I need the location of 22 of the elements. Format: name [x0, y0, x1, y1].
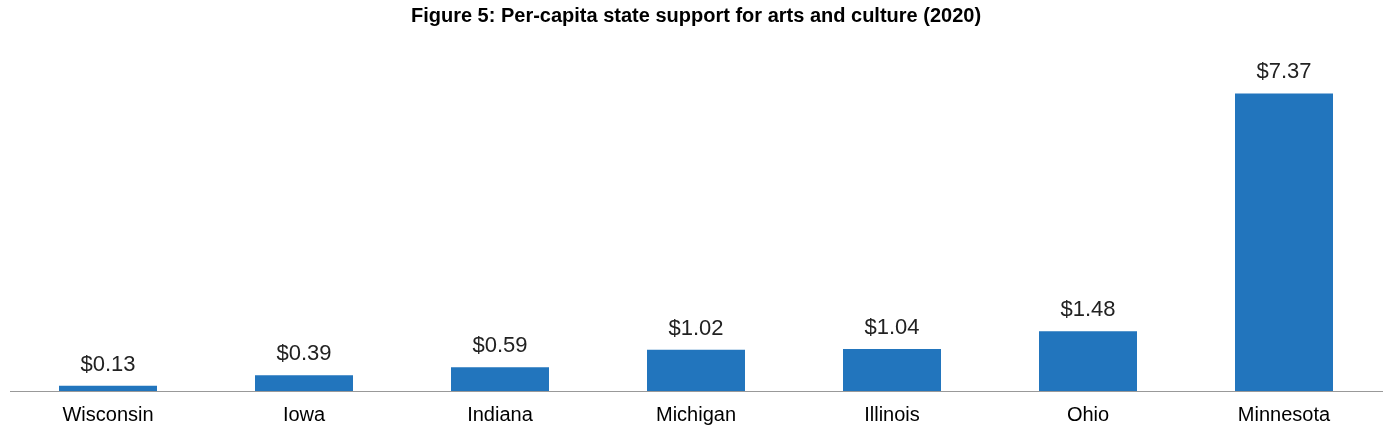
data-label: $1.04 [864, 314, 920, 340]
x-tick-label: Iowa [282, 402, 326, 425]
chart-title: Figure 5: Per-capita state support for arts and culture (2020) [410, 3, 982, 26]
bar [843, 349, 941, 391]
x-tick-label: Illinois [864, 402, 920, 425]
x-tick-label: Wisconsin [62, 402, 154, 425]
x-tick-label: Michigan [655, 402, 737, 425]
x-tick-label: Minnesota [1237, 402, 1332, 425]
bar [451, 367, 549, 391]
x-tick-label: Ohio [1066, 402, 1110, 425]
bar [647, 349, 745, 391]
data-label: $0.59 [472, 332, 528, 358]
data-label: $0.39 [276, 340, 332, 366]
bar [255, 375, 353, 391]
data-label: $7.37 [1256, 58, 1312, 84]
x-tick-label: Indiana [467, 402, 534, 425]
data-label: $0.13 [80, 350, 136, 376]
bar [59, 385, 157, 391]
data-label: $1.48 [1060, 296, 1116, 322]
bar [1235, 93, 1333, 391]
data-label: $1.02 [668, 314, 724, 340]
bar [1039, 331, 1137, 391]
